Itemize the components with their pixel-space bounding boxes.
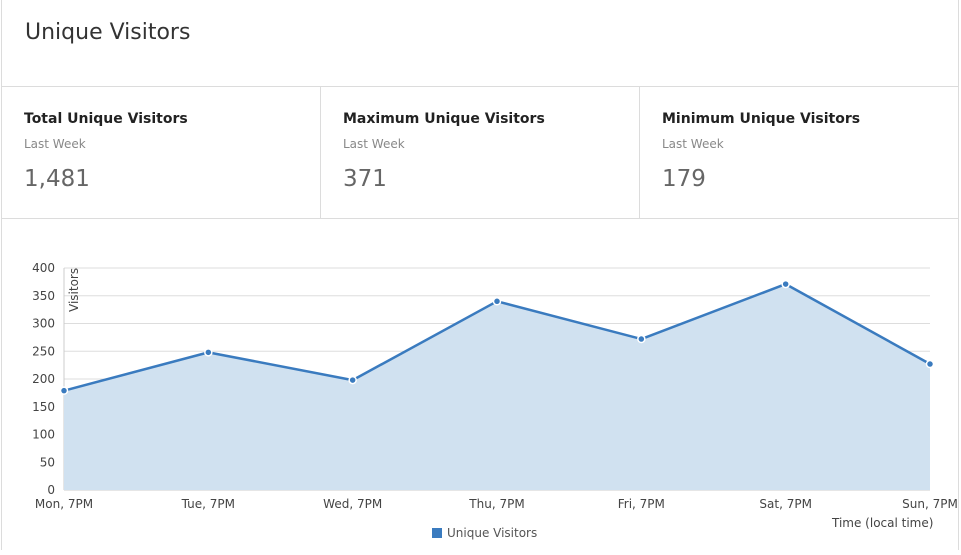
stat-label: Minimum Unique Visitors [662,111,861,127]
panel-header: Unique Visitors [2,0,958,87]
stat-period: Last Week [662,137,724,151]
x-tick-label: Mon, 7PM [35,497,93,511]
stat-label: Total Unique Visitors [24,111,188,127]
y-tick-label: 100 [32,428,55,442]
data-point [59,386,69,395]
data-point [204,348,213,357]
x-tick-label: Tue, 7PM [181,497,235,511]
stat-value: 1,481 [24,166,90,192]
stat-minimum: Minimum Unique Visitors Last Week 179 [639,87,958,218]
legend-swatch [432,528,442,538]
x-axis-title: Time (local time) [832,516,934,530]
series-area [64,284,930,490]
stat-value: 179 [662,166,706,192]
stat-value: 371 [343,166,387,192]
x-tick-label: Sat, 7PM [759,497,812,511]
stat-period: Last Week [343,137,405,151]
data-point [781,279,790,289]
data-point [348,375,357,385]
visitors-area-chart: 0 50 100 150 200 250 300 350 400 Mon, 7PM Tue, 7P… [32,261,958,511]
stats-row: Total Unique Visitors Last Week 1,481 Ma… [2,87,958,219]
data-point [637,334,646,344]
chart-area-fill [64,284,930,490]
y-tick-label: 350 [32,289,55,303]
data-point [492,297,502,306]
stat-period: Last Week [24,137,86,151]
y-axis-title: Visitors [67,268,81,312]
y-tick-label: 400 [32,261,55,275]
data-point [925,359,935,369]
stat-maximum: Maximum Unique Visitors Last Week 371 [320,87,639,218]
y-tick-label: 300 [32,317,55,331]
y-tick-label: 200 [32,372,55,386]
y-tick-label: 150 [32,400,55,414]
y-axis-ticks: 0 50 100 150 200 250 300 350 400 [32,261,55,497]
legend-label: Unique Visitors [447,526,538,540]
chart-area: 0 50 100 150 200 250 300 350 400 Mon, 7PM Tue, 7P… [2,219,960,550]
y-tick-label: 0 [47,483,55,497]
y-tick-label: 50 [40,455,55,469]
x-tick-label: Wed, 7PM [323,497,382,511]
x-axis-ticks: Mon, 7PM Tue, 7PM Wed, 7PM Thu, 7PM Fri, 7PM… [35,497,958,511]
page-title: Unique Visitors [25,20,191,45]
stat-label: Maximum Unique Visitors [343,111,545,127]
y-tick-label: 250 [32,344,55,358]
chart-legend[interactable]: Unique Visitors [432,526,537,540]
stat-total: Total Unique Visitors Last Week 1,481 [2,87,320,218]
chart-points [59,279,935,395]
x-tick-label: Sun, 7PM [902,497,958,511]
x-tick-label: Thu, 7PM [468,497,524,511]
x-tick-label: Fri, 7PM [618,497,665,511]
